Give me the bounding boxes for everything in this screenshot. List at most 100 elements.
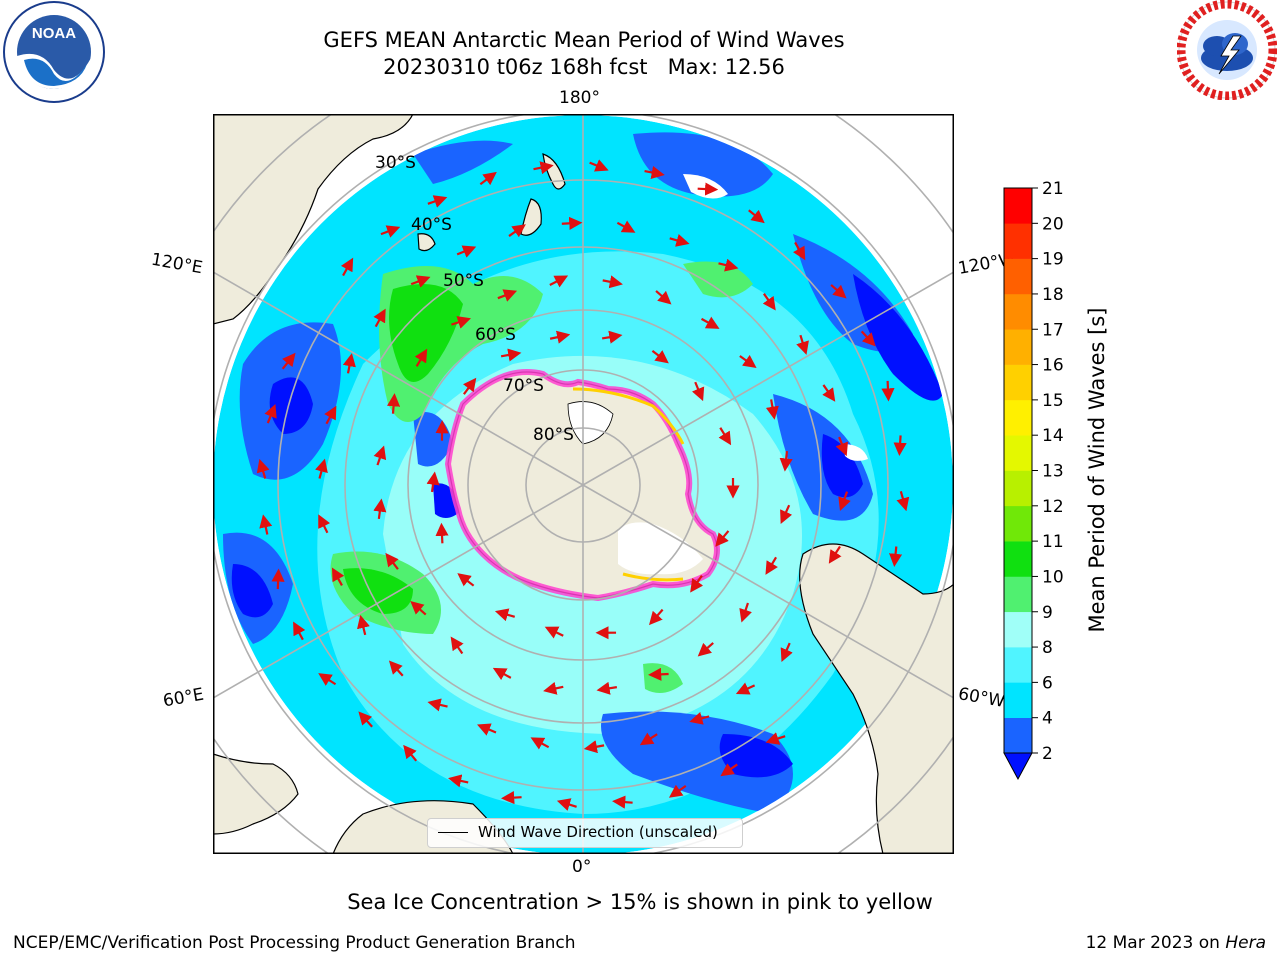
wind-wave-arrow xyxy=(410,600,427,616)
wind-wave-arrow xyxy=(644,165,665,179)
wind-wave-arrow xyxy=(860,330,876,347)
credit-left: NCEP/EMC/Verification Post Processing Pr… xyxy=(13,933,576,953)
wind-wave-arrow xyxy=(494,608,516,622)
colorbar-tick-label: 11 xyxy=(1042,532,1064,552)
lat-label-30s: 30°S xyxy=(375,153,416,173)
wind-wave-arrows xyxy=(256,159,910,811)
colorbar-block xyxy=(1004,329,1032,365)
colorbar-tick-label: 2 xyxy=(1042,744,1053,764)
wind-wave-arrow xyxy=(501,791,522,805)
colorbar-under-triangle xyxy=(1003,752,1033,781)
wind-wave-arrow xyxy=(500,348,522,362)
national-weather-service-logo-icon xyxy=(1177,0,1277,100)
wind-wave-arrow xyxy=(380,225,401,238)
wind-wave-arrow xyxy=(780,504,793,524)
wind-wave-arrow xyxy=(451,316,471,329)
wind-wave-arrow xyxy=(796,334,809,355)
wind-wave-arrow xyxy=(533,161,554,175)
wind-wave-arrow xyxy=(426,471,440,493)
wind-wave-arrow xyxy=(556,798,577,811)
wind-wave-arrow xyxy=(835,436,848,457)
colorbar-block xyxy=(1004,541,1032,577)
colorbar-block xyxy=(1004,399,1032,436)
noaa-logo-text: NOAA xyxy=(32,25,76,42)
wind-wave-arrow xyxy=(583,740,605,754)
wind-wave-arrow xyxy=(601,330,623,344)
wind-wave-arrow xyxy=(718,258,739,272)
wind-wave-arrow xyxy=(651,349,669,364)
colorbar-block xyxy=(1004,435,1032,471)
wind-wave-arrow xyxy=(765,556,778,575)
wind-wave-arrow xyxy=(602,275,623,289)
chart-title: GEFS MEAN Antarctic Mean Period of Wind … xyxy=(323,28,845,52)
wind-wave-arrow xyxy=(881,380,895,402)
legend-label: Wind Wave Direction (unscaled) xyxy=(478,823,718,841)
wind-wave-arrow xyxy=(689,711,710,725)
polar-map: 30°S 40°S 50°S 60°S 70°S 80°S xyxy=(213,114,954,854)
wind-wave-arrow xyxy=(612,795,633,809)
colorbar-block xyxy=(1004,682,1032,718)
wind-wave-arrow xyxy=(718,427,732,446)
wind-wave-arrow xyxy=(543,681,564,695)
wind-wave-arrow xyxy=(315,458,328,479)
wind-wave-arrow xyxy=(596,681,618,695)
lat-label-60s: 60°S xyxy=(475,325,516,345)
colorbar-tick-label: 12 xyxy=(1042,497,1064,517)
wind-wave-arrow xyxy=(616,220,636,233)
colorbar-block xyxy=(1004,717,1032,754)
wind-wave-arrow xyxy=(450,636,464,655)
colorbar: 2 4 6 8 9 10 11 12 13 14 15 16 17 18 19 20 21 xyxy=(1003,180,1064,781)
colorbar-tick-label: 16 xyxy=(1042,356,1064,376)
wind-wave-arrow xyxy=(373,498,387,520)
wind-wave-arrow xyxy=(530,737,550,750)
colorbar-tick-label: 14 xyxy=(1042,426,1064,446)
colorbar-label: Mean Period of Wind Waves [s] xyxy=(1085,307,1109,633)
wind-wave-arrow xyxy=(828,545,842,564)
wind-wave-arrow xyxy=(358,711,373,728)
wind-wave-arrow xyxy=(264,403,277,424)
wind-wave-arrow xyxy=(697,182,719,196)
colorbar-block xyxy=(1004,223,1032,259)
wind-wave-arrow xyxy=(669,233,690,247)
wind-wave-arrow xyxy=(765,399,779,420)
graticule xyxy=(213,114,954,854)
wind-wave-arrow xyxy=(779,450,793,472)
wind-wave-arrow xyxy=(508,224,526,238)
colorbar-tick-label: 21 xyxy=(1042,180,1064,199)
wind-wave-arrow xyxy=(457,573,475,587)
sea-ice-footnote: Sea Ice Concentration > 15% is shown in … xyxy=(347,890,933,914)
colorbar-tick-label: 10 xyxy=(1042,567,1064,587)
wind-wave-arrow xyxy=(357,614,370,636)
wind-wave-arrow xyxy=(318,514,331,534)
wind-wave-arrow xyxy=(561,216,583,230)
wind-wave-arrow xyxy=(410,275,431,288)
wind-wave-arrow xyxy=(655,290,672,305)
wind-wave-arrow xyxy=(720,763,738,777)
wind-wave-arrow xyxy=(385,552,399,570)
lat-label-80s: 80°S xyxy=(533,425,574,445)
lon-label-120e: 120°E xyxy=(149,249,205,279)
chart-subtitle: 20230310 t06z 168h fcst Max: 12.56 xyxy=(383,55,785,79)
lon-label-180: 180° xyxy=(559,88,600,108)
wind-wave-arrow xyxy=(448,774,469,788)
wind-wave-arrow xyxy=(739,354,757,368)
wind-wave-arrow xyxy=(414,348,428,367)
wind-wave-arrow xyxy=(589,159,609,172)
colorbar-tick-label: 18 xyxy=(1042,285,1064,305)
colorbar-block xyxy=(1004,188,1032,224)
colorbar-tick-label: 19 xyxy=(1042,250,1064,270)
wind-wave-arrow xyxy=(888,546,903,567)
lat-label-70s: 70°S xyxy=(503,376,544,396)
wind-wave-arrow xyxy=(549,275,569,288)
wind-wave-arrow xyxy=(735,682,756,695)
wind-wave-arrow xyxy=(340,257,354,277)
wind-wave-arrow xyxy=(497,289,518,302)
lat-label-40s: 40°S xyxy=(411,215,452,235)
wind-wave-arrow xyxy=(373,308,386,328)
wind-wave-arrow xyxy=(342,353,356,374)
wind-wave-arrow xyxy=(793,241,806,261)
wind-wave-arrow xyxy=(456,245,477,258)
colorbar-block xyxy=(1004,647,1032,683)
colorbar-block xyxy=(1004,364,1032,401)
colorbar-tick-label: 20 xyxy=(1042,214,1064,234)
